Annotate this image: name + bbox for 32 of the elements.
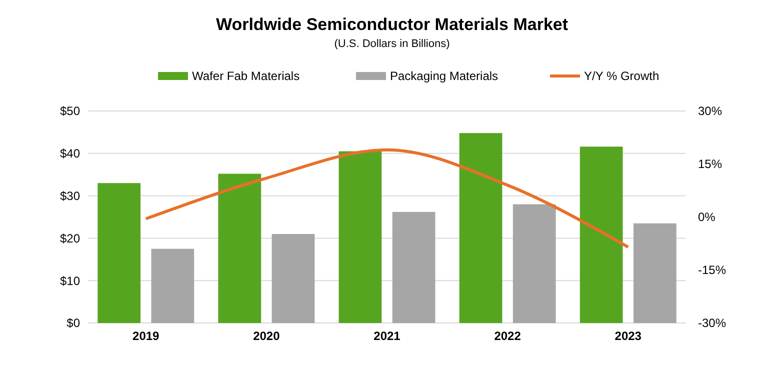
legend-label: Wafer Fab Materials (192, 69, 300, 84)
line-series (144, 148, 630, 249)
bar (512, 204, 556, 323)
bar (459, 133, 502, 323)
y-tick-label: $30 (60, 189, 80, 203)
bar (272, 234, 315, 323)
chart-title: Worldwide Semiconductor Materials Market (216, 15, 568, 34)
bar (580, 146, 623, 323)
x-tick-label: 2020 (253, 329, 280, 343)
bar (151, 248, 194, 323)
y2-tick-label: -30% (698, 316, 726, 330)
bar (218, 174, 262, 323)
legend-label: Packaging Materials (390, 69, 498, 84)
y-tick-label: $10 (60, 274, 80, 288)
bar (338, 151, 382, 323)
y2-tick-label: 30% (698, 104, 722, 118)
y-tick-label: $40 (60, 146, 80, 161)
legend-label: Y/Y % Growth (584, 69, 660, 84)
bar (633, 223, 676, 323)
y2-tick-label: 0% (698, 210, 716, 224)
bar (98, 183, 141, 323)
x-tick-label: 2022 (494, 329, 522, 343)
chart-subtitle: (U.S. Dollars in Billions) (334, 38, 450, 50)
y2-tick-label: -15% (698, 263, 726, 278)
x-tick-label: 2023 (614, 329, 642, 343)
bar (392, 212, 436, 323)
y2-tick-label: 15% (698, 157, 722, 172)
x-tick-label: 2019 (132, 329, 160, 343)
y-tick-label: $0 (66, 316, 80, 330)
y-tick-label: $20 (60, 231, 80, 246)
y-tick-label: $50 (60, 104, 80, 118)
x-tick-label: 2021 (374, 329, 401, 343)
